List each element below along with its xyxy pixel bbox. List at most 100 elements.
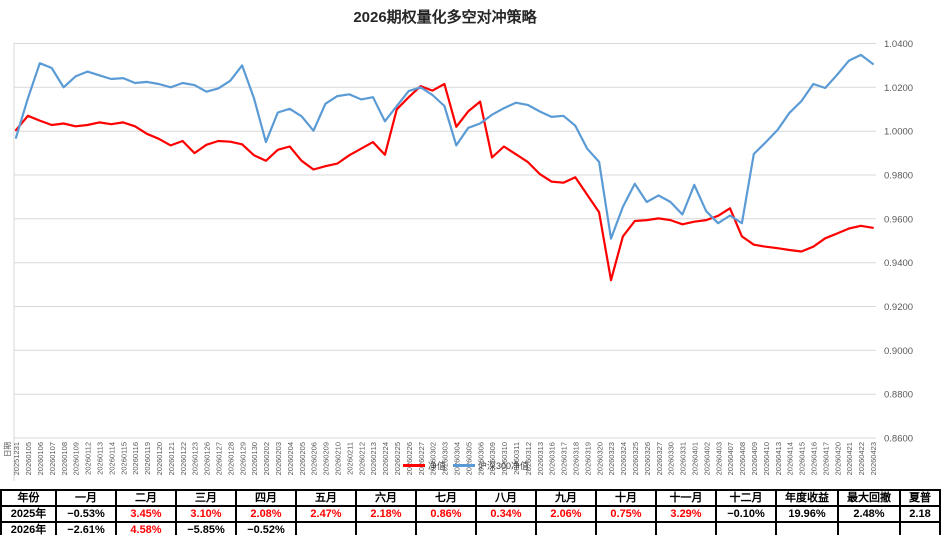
y-axis-tick-label: 0.9600 [884, 214, 913, 225]
series-line-benchmark [14, 53, 874, 240]
benchmark-line-swatch [453, 464, 476, 467]
table-cell [655, 521, 717, 535]
x-axis-tick-label: 20260114 [107, 442, 116, 475]
chart-legend: 净值 沪深300净值 [403, 459, 529, 472]
table-header-cell: 九月 [535, 489, 597, 507]
x-axis-tick-label: 20260403 [714, 442, 723, 475]
x-axis-tick-label: 20260319 [583, 442, 592, 475]
chart-title: 2026期权量化多空对冲策略 [353, 9, 537, 26]
x-axis-tick-label: 20260225 [393, 442, 402, 475]
x-axis-tick-label: 20260127 [215, 442, 224, 475]
x-axis-tick-label: 20260210 [334, 442, 343, 475]
table-cell: 19.96% [775, 505, 839, 523]
x-axis-tick-label: 20260224 [381, 442, 390, 475]
table-header-cell: 二月 [115, 489, 177, 507]
series-line-strategy [14, 82, 874, 282]
table-cell [415, 521, 477, 535]
table-cell [775, 521, 839, 535]
x-axis-tick-label: 20260226 [405, 442, 414, 475]
y-axis-tick-label: 0.8800 [884, 390, 913, 401]
table-cell: 2.48% [837, 505, 901, 523]
table-cell: −0.52% [235, 521, 297, 535]
x-axis-tick-label: 20260122 [179, 442, 188, 475]
table-cell: 0.75% [595, 505, 657, 523]
legend-label-strategy: 净值 [428, 461, 447, 471]
x-axis-tick-label: 20260303 [441, 442, 450, 475]
table-cell [715, 521, 777, 535]
table-row: 2026年 −2.61% 4.58% −5.85% −0.52% [0, 521, 941, 535]
table-header-cell: 四月 [235, 489, 297, 507]
table-header-row: 年份 一月 二月 三月 四月 五月 六月 七月 八月 九月 十月 十一月 十二月 年度收益 最大回撤 夏普 [0, 489, 941, 507]
strategy-line-swatch [403, 464, 425, 467]
table-cell: 2.47% [295, 505, 357, 523]
x-axis-tick-label: 20260408 [738, 442, 747, 475]
y-axis-tick-label: 0.8600 [884, 434, 913, 445]
x-axis-tick-label: 日期 [3, 442, 12, 457]
x-axis-tick-label: 20260413 [774, 442, 783, 475]
table-header-cell: 六月 [355, 489, 417, 507]
x-axis-tick-label: 20260331 [679, 442, 688, 475]
x-axis-tick-label: 20260304 [453, 442, 462, 475]
table-cell: 2.18% [355, 505, 417, 523]
x-axis-tick-label: 20260401 [691, 442, 700, 475]
table-row: 2025年 −0.53% 3.45% 3.10% 2.08% 2.47% 2.18% 0.86… [0, 505, 941, 523]
x-axis-tick-label: 20260305 [464, 442, 473, 475]
table-header-cell: 年份 [0, 489, 57, 507]
table-cell: 0.34% [475, 505, 537, 523]
table-cell [295, 521, 357, 535]
x-axis-tick-label: 20260129 [238, 442, 247, 475]
x-axis-tick-label: 20260302 [429, 442, 438, 475]
table-header-cell: 三月 [175, 489, 237, 507]
line-chart: 1.0400 1.0200 1.0000 0.9800 0.9600 0.9400 0.92… [3, 39, 913, 481]
x-axis-tick-label: 20260415 [798, 442, 807, 475]
x-axis-tick-label: 20260326 [643, 442, 652, 475]
x-axis-tick-label: 20260324 [619, 442, 628, 475]
x-axis-tick-label: 20260205 [298, 442, 307, 475]
x-axis-tick-label: 20260317 [560, 442, 569, 475]
x-axis-tick-label: 20260327 [655, 442, 664, 475]
table-header-cell: 十一月 [655, 489, 717, 507]
x-axis-tick-label: 20260421 [845, 442, 854, 475]
x-axis-tick-label: 20260407 [726, 442, 735, 475]
x-axis-tick-label: 20260309 [488, 442, 497, 475]
y-axis-tick-label: 0.9800 [884, 171, 913, 182]
table-cell: 2.08% [235, 505, 297, 523]
x-axis-tick-label: 20260417 [821, 442, 830, 475]
x-axis-tick-label: 20260204 [286, 442, 295, 475]
x-axis-tick-label: 20260106 [36, 442, 45, 475]
y-axis-tick-label: 1.0000 [884, 127, 913, 138]
y-axis-tick-label: 1.0200 [884, 83, 913, 94]
table-cell: 3.29% [655, 505, 717, 523]
x-axis-tick-label: 20260120 [155, 442, 164, 475]
table-cell: 2.18 [899, 505, 941, 523]
table-header-cell: 一月 [55, 489, 117, 507]
x-axis-tick-label: 20260320 [595, 442, 604, 475]
x-axis-tick-label: 20260203 [274, 442, 283, 475]
table-header-cell: 夏普 [899, 489, 941, 507]
x-axis-tick-label: 20260318 [572, 442, 581, 475]
x-axis-tick-label: 20260211 [345, 442, 354, 475]
x-axis-tick-label: 20260206 [310, 442, 319, 475]
x-axis-tick-label: 20260107 [48, 442, 57, 475]
table-cell [595, 521, 657, 535]
x-axis-tick-label: 20260310 [500, 442, 509, 475]
y-axis-tick-label: 0.9000 [884, 346, 913, 357]
table-cell [475, 521, 537, 535]
monthly-returns-table: 年份 一月 二月 三月 四月 五月 六月 七月 八月 九月 十月 十一月 十二月 年度收益 最大回撤 夏普 20… [0, 489, 941, 535]
table-cell: 4.58% [115, 521, 177, 535]
table-cell: 0.86% [415, 505, 477, 523]
x-axis-tick-label: 20260113 [96, 442, 105, 475]
table-cell: −2.61% [55, 521, 117, 535]
table-cell: 2.06% [535, 505, 597, 523]
x-axis-tick-label: 20260313 [536, 442, 545, 475]
x-axis-tick-label: 20260420 [833, 442, 842, 475]
table-cell: −5.85% [175, 521, 237, 535]
table-cell: −0.53% [55, 505, 117, 523]
x-axis-tick-label: 20260316 [548, 442, 557, 475]
x-axis-tick-label: 20260119 [143, 442, 152, 475]
legend-label-benchmark: 沪深300净值 [478, 461, 530, 471]
x-axis-tick-label: 20260306 [476, 442, 485, 475]
x-axis-tick-label: 20251231 [12, 442, 21, 475]
x-axis-tick-label: 20260312 [524, 442, 533, 475]
